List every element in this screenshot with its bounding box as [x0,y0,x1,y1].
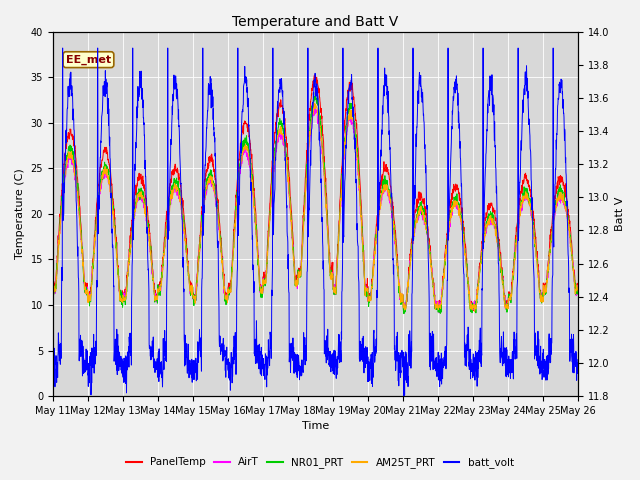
Y-axis label: Batt V: Batt V [615,197,625,231]
Y-axis label: Temperature (C): Temperature (C) [15,168,25,259]
Text: EE_met: EE_met [66,55,111,65]
Legend: PanelTemp, AirT, NR01_PRT, AM25T_PRT, batt_volt: PanelTemp, AirT, NR01_PRT, AM25T_PRT, ba… [122,453,518,472]
X-axis label: Time: Time [302,421,329,432]
Title: Temperature and Batt V: Temperature and Batt V [232,15,399,29]
